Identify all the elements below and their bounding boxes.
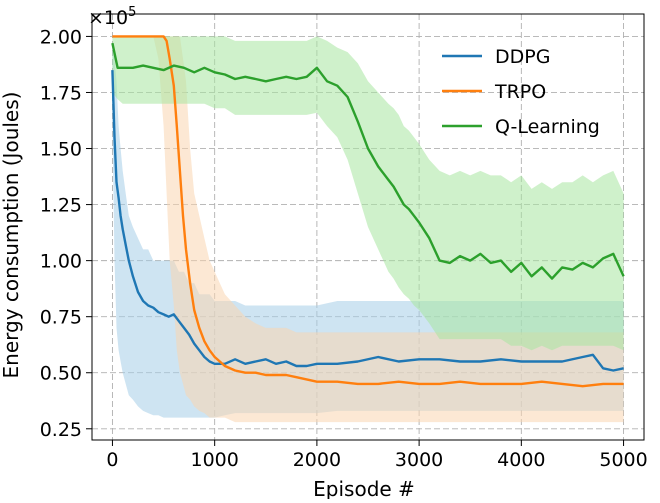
band-q-learning <box>112 36 624 351</box>
axis-ticks: 0 1000 2000 3000 4000 5000 0.25 0.50 0.75 1.00 1.2… <box>40 26 648 471</box>
band-trpo <box>112 36 624 423</box>
x-axis-label: Episode # <box>313 477 415 499</box>
x-tick-label: 5000 <box>599 449 647 471</box>
y-tick-label: 1.50 <box>40 139 82 161</box>
y-tick-label: 0.50 <box>40 363 82 385</box>
legend-label-ddpg: DDPG <box>495 46 550 68</box>
y-tick-label: 1.75 <box>40 82 82 104</box>
x-tick-label: 4000 <box>497 449 545 471</box>
y-tick-label: 2.00 <box>40 26 82 48</box>
series-line-q-learning <box>111 42 625 280</box>
y-tick-label: 1.25 <box>40 195 82 217</box>
y-multiplier-label: ×105 <box>88 5 136 29</box>
y-tick-label: 0.75 <box>40 307 82 329</box>
y-axis-label: Energy consumption (Joules) <box>0 92 23 379</box>
y-tick-label: 1.00 <box>40 251 82 273</box>
legend-label-trpo: TRPO <box>494 81 546 103</box>
series-line-ddpg <box>111 70 624 372</box>
x-tick-label: 1000 <box>190 449 238 471</box>
series-lines <box>111 35 625 388</box>
y-tick-label: 0.25 <box>40 419 82 441</box>
x-tick-label: 2000 <box>293 449 341 471</box>
variance-bands <box>112 36 624 423</box>
legend-label-q-learning: Q-Learning <box>495 116 600 138</box>
series-line-trpo <box>112 35 624 388</box>
x-tick-label: 3000 <box>395 449 443 471</box>
y-multiplier-exponent: 5 <box>128 5 136 20</box>
x-tick-label: 0 <box>106 449 118 471</box>
legend: DDPG TRPO Q-Learning <box>442 46 600 138</box>
plot-border <box>91 13 645 441</box>
